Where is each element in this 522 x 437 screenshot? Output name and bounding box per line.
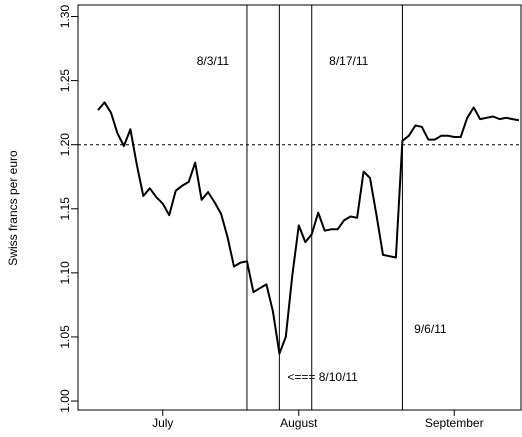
y-tick-label: 1.20 [58,133,72,157]
plot-frame [77,4,522,411]
y-tick-label: 1.15 [58,197,72,221]
annotation: 8/17/11 [329,54,368,68]
x-tick-label: July [152,416,173,430]
data-line [97,101,520,355]
annotation: 8/3/11 [197,54,230,68]
y-tick-label: 1.05 [58,325,72,349]
y-tick-label: 1.30 [58,5,72,29]
y-tick-label: 1.25 [58,69,72,93]
y-axis-label: Swiss francs per euro [6,150,20,266]
annotation: 9/6/11 [414,322,447,336]
x-tick-label: September [425,416,484,430]
y-tick-label: 1.00 [58,389,72,413]
x-tick-label: August [280,416,318,430]
y-tick-label: 1.10 [58,261,72,285]
annotation: <=== 8/10/11 [287,370,358,384]
